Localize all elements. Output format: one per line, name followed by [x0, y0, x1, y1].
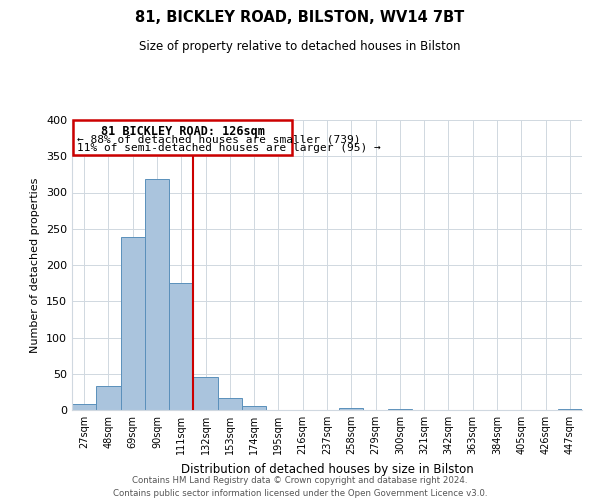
- Text: Contains HM Land Registry data © Crown copyright and database right 2024.
Contai: Contains HM Land Registry data © Crown c…: [113, 476, 487, 498]
- Text: 81, BICKLEY ROAD, BILSTON, WV14 7BT: 81, BICKLEY ROAD, BILSTON, WV14 7BT: [136, 10, 464, 25]
- Text: Size of property relative to detached houses in Bilston: Size of property relative to detached ho…: [139, 40, 461, 53]
- Bar: [121, 238, 145, 410]
- Bar: [242, 406, 266, 410]
- Text: 81 BICKLEY ROAD: 126sqm: 81 BICKLEY ROAD: 126sqm: [101, 125, 265, 138]
- Y-axis label: Number of detached properties: Number of detached properties: [31, 178, 40, 352]
- Bar: [72, 404, 96, 410]
- Bar: [558, 408, 582, 410]
- Text: ← 88% of detached houses are smaller (739): ← 88% of detached houses are smaller (73…: [77, 134, 361, 144]
- Bar: [169, 283, 193, 410]
- Bar: [218, 398, 242, 410]
- Bar: [145, 178, 169, 410]
- Text: 11% of semi-detached houses are larger (95) →: 11% of semi-detached houses are larger (…: [77, 143, 380, 153]
- Bar: [96, 386, 121, 410]
- FancyBboxPatch shape: [73, 120, 292, 155]
- Bar: [193, 378, 218, 410]
- X-axis label: Distribution of detached houses by size in Bilston: Distribution of detached houses by size …: [181, 462, 473, 475]
- Bar: [339, 408, 364, 410]
